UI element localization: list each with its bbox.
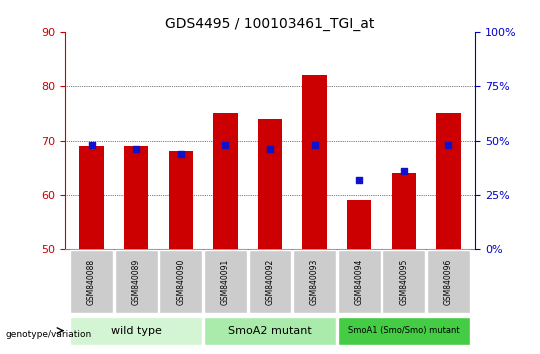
FancyBboxPatch shape	[70, 316, 202, 345]
Bar	[392, 173, 416, 249]
Text: SmoA2 mutant: SmoA2 mutant	[228, 326, 312, 336]
FancyBboxPatch shape	[204, 316, 336, 345]
Bar	[436, 113, 461, 249]
FancyBboxPatch shape	[338, 316, 470, 345]
FancyBboxPatch shape	[293, 250, 336, 313]
Text: GSM840091: GSM840091	[221, 259, 230, 305]
Text: GSM840090: GSM840090	[176, 258, 185, 305]
Text: GSM840088: GSM840088	[87, 259, 96, 305]
Text: GSM840094: GSM840094	[355, 258, 364, 305]
Point	[221, 142, 230, 148]
Point	[266, 146, 274, 152]
FancyBboxPatch shape	[115, 250, 158, 313]
Point	[444, 142, 453, 148]
Text: wild type: wild type	[111, 326, 161, 336]
Bar	[258, 119, 282, 249]
Text: GSM840092: GSM840092	[266, 259, 274, 305]
Bar	[347, 200, 372, 249]
Text: GSM840089: GSM840089	[132, 259, 141, 305]
Bar	[124, 146, 149, 249]
Point	[132, 146, 140, 152]
Bar	[168, 152, 193, 249]
Text: GSM840093: GSM840093	[310, 258, 319, 305]
FancyBboxPatch shape	[159, 250, 202, 313]
FancyBboxPatch shape	[382, 250, 425, 313]
Text: GSM840096: GSM840096	[444, 258, 453, 305]
FancyBboxPatch shape	[248, 250, 292, 313]
Point	[355, 177, 363, 182]
FancyBboxPatch shape	[70, 250, 113, 313]
FancyBboxPatch shape	[338, 250, 381, 313]
Title: GDS4495 / 100103461_TGI_at: GDS4495 / 100103461_TGI_at	[165, 17, 375, 31]
Text: genotype/variation: genotype/variation	[5, 330, 92, 339]
Text: SmoA1 (Smo/Smo) mutant: SmoA1 (Smo/Smo) mutant	[348, 326, 460, 335]
Bar	[79, 146, 104, 249]
Point	[400, 168, 408, 174]
Point	[87, 142, 96, 148]
FancyBboxPatch shape	[204, 250, 247, 313]
Bar	[213, 113, 238, 249]
Point	[310, 142, 319, 148]
Bar	[302, 75, 327, 249]
FancyBboxPatch shape	[427, 250, 470, 313]
Text: GSM840095: GSM840095	[399, 258, 408, 305]
Point	[177, 151, 185, 156]
